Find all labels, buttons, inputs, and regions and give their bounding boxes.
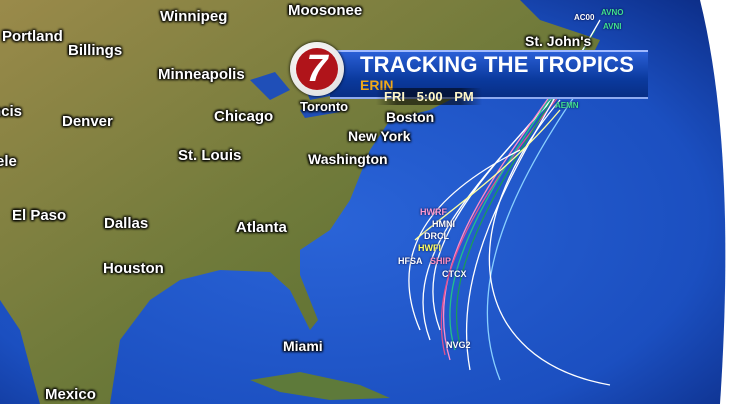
city-label: Houston [103, 260, 164, 277]
city-label: Miami [283, 338, 323, 354]
city-label: Minneapolis [158, 66, 245, 83]
model-label: HFSA [398, 256, 423, 266]
city-label: St. Louis [178, 147, 242, 164]
model-label: HWRF [420, 207, 447, 217]
city-label: New York [348, 128, 411, 144]
city-label: ncis [0, 103, 23, 120]
time-label: 5:00 PM [416, 89, 474, 104]
model-label: AVNI [603, 22, 622, 31]
city-label: Toronto [300, 99, 349, 114]
model-label: AC00 [574, 13, 595, 22]
model-label: AEMN [555, 101, 579, 110]
city-label: Mexico [45, 386, 96, 403]
cuba-land [250, 372, 390, 400]
city-label: Moosonee [288, 2, 363, 19]
model-label: HMNI [432, 219, 455, 229]
banner-title: TRACKING THE TROPICS [360, 52, 635, 77]
city-label: El Paso [12, 207, 67, 224]
model-label: SHIP [430, 256, 452, 266]
city-label: Dallas [104, 215, 149, 232]
model-label: DRCL [424, 231, 449, 241]
city-label: St. John's [525, 33, 592, 49]
city-label: Atlanta [236, 219, 287, 236]
city-label: Winnipeg [160, 8, 228, 25]
north-america-land [0, 0, 600, 404]
model-label: HWFI [418, 243, 441, 253]
city-label: Portland [2, 28, 63, 45]
city-label: Denver [62, 113, 113, 130]
model-label: NVG2 [446, 340, 471, 350]
logo-text: 7 [296, 48, 338, 90]
city-label: Boston [386, 109, 435, 125]
city-label: Washington [308, 151, 388, 167]
city-label: Billings [68, 42, 123, 59]
city-label: ele [0, 153, 17, 170]
channel-7-logo: 7 [290, 42, 344, 96]
timestamp: FRI 5:00 PM [376, 88, 482, 105]
model-label: AVNO [601, 8, 624, 17]
day-label: FRI [384, 89, 405, 104]
city-label: Chicago [214, 108, 274, 125]
model-label: CTCX [442, 269, 467, 279]
